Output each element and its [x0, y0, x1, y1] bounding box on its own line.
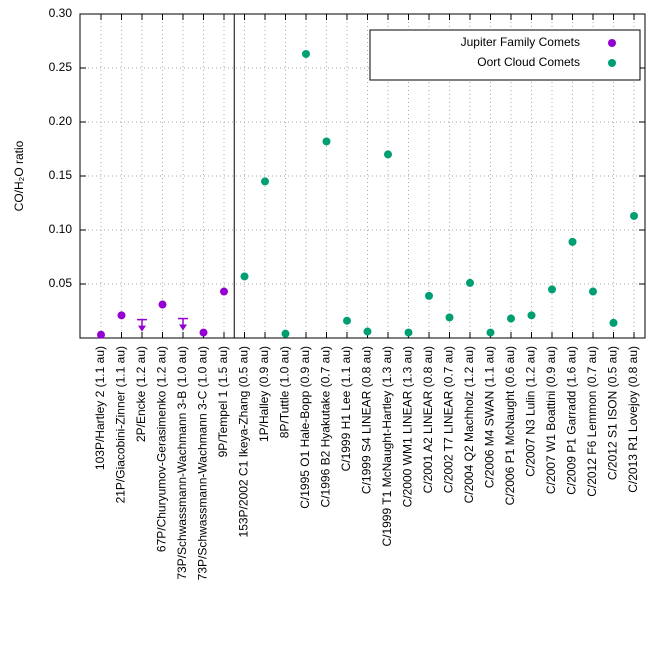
point [240, 272, 249, 281]
point [97, 330, 105, 339]
x-tick-label: C/1999 T1 McNaught-Hartley (1.3 au) [380, 346, 394, 547]
x-tick-label: C/2004 Q2 Machholz (1.2 au) [462, 346, 476, 503]
x-tick-label: C/1999 H1 Lee (1.1 au) [339, 346, 353, 471]
x-tick-label: 153P/2002 C1 Ikeya-Zhang (0.5 au) [237, 346, 251, 537]
x-tick-label: 73P/Schwassmann-Wachmann 3-C (1.0 au) [196, 346, 210, 580]
x-tick-label: C/2006 M4 SWAN (1.1 au) [483, 346, 497, 488]
upper-limit [178, 317, 188, 331]
point [527, 311, 536, 320]
point [322, 137, 331, 146]
x-tick-label: 1P/Halley (0.9 au) [257, 346, 271, 442]
point [281, 329, 290, 338]
point [568, 237, 577, 246]
point [486, 328, 495, 337]
point [158, 300, 167, 309]
x-tick-label: C/2013 R1 Lovejoy (0.8 au) [626, 346, 640, 493]
point [466, 278, 474, 287]
x-tick-label: 67P/Churyumov-Gerasimenko (1.2 au) [155, 346, 169, 552]
upper-limit [137, 318, 147, 332]
y-tick-label: 0.15 [49, 168, 73, 182]
x-tick-label: C/2012 S1 ISON (0.5 au) [606, 346, 620, 480]
x-tick-label: 103P/Hartley 2 (1.1 au) [93, 346, 107, 470]
point [220, 287, 228, 296]
x-tick-label: 8P/Tuttle (1.0 au) [278, 346, 292, 438]
x-tick-label: C/2009 P1 Garradd (1.6 au) [565, 346, 579, 495]
x-tick-label: 9P/Tempel 1 (1.5 au) [216, 346, 230, 457]
x-tick-label: C/2007 N3 Lulin (1.2 au) [524, 346, 538, 477]
x-tick-label: C/1995 O1 Hale-Bopp (0.9 au) [298, 346, 312, 509]
legend-box [369, 29, 641, 81]
x-tick-label: C/2007 W1 Boattini (0.9 au) [544, 346, 558, 494]
y-tick-label: 0.20 [49, 114, 73, 128]
x-tick-label: C/1996 B2 Hyakutake (0.7 au) [319, 346, 333, 507]
x-tick-label: 21P/Giacobini-Zinner (1.1 au) [114, 346, 128, 503]
point [589, 287, 597, 296]
point [343, 316, 351, 325]
point [384, 150, 392, 159]
point [630, 211, 638, 220]
legend-label: Oort Cloud Comets [477, 55, 580, 69]
plot-frame [79, 13, 646, 339]
point [302, 49, 310, 58]
point [363, 327, 372, 336]
x-tick-label: 73P/Schwassmann-Wachmann 3-B (1.0 au) [175, 346, 189, 580]
y-tick-label: 0.25 [49, 60, 73, 74]
x-tick-label: C/2002 T7 LINEAR (0.7 au) [442, 346, 456, 493]
legend-marker [608, 59, 616, 67]
point [404, 328, 413, 337]
point [261, 177, 269, 186]
x-tick-label: C/2000 WM1 LINEAR (1.3 au) [401, 346, 415, 507]
x-tick-label: C/2012 F6 Lemmon (0.7 au) [585, 346, 599, 497]
y-tick-label: 0.05 [49, 276, 73, 290]
point [445, 313, 454, 322]
point [609, 318, 618, 327]
y-tick-label: 0.30 [49, 6, 73, 20]
y-axis-label: CO/H₂O ratio [12, 140, 26, 211]
upper-limit-arrow [179, 324, 187, 331]
upper-limit-arrow [138, 325, 146, 332]
legend-label: Jupiter Family Comets [461, 35, 580, 49]
point [548, 285, 556, 294]
x-tick-label: C/2001 A2 LINEAR (0.8 au) [421, 346, 435, 493]
x-tick-label: 2P/Encke (1.2 au) [134, 346, 148, 442]
point [507, 314, 515, 323]
point [117, 311, 126, 320]
y-tick-label: 0.10 [49, 222, 73, 236]
x-tick-label: C/2006 P1 McNaught (0.6 au) [503, 346, 517, 505]
point [425, 291, 433, 300]
x-tick-label: C/1999 S4 LINEAR (0.8 au) [360, 346, 374, 494]
legend-marker [608, 39, 616, 47]
point [199, 328, 208, 337]
